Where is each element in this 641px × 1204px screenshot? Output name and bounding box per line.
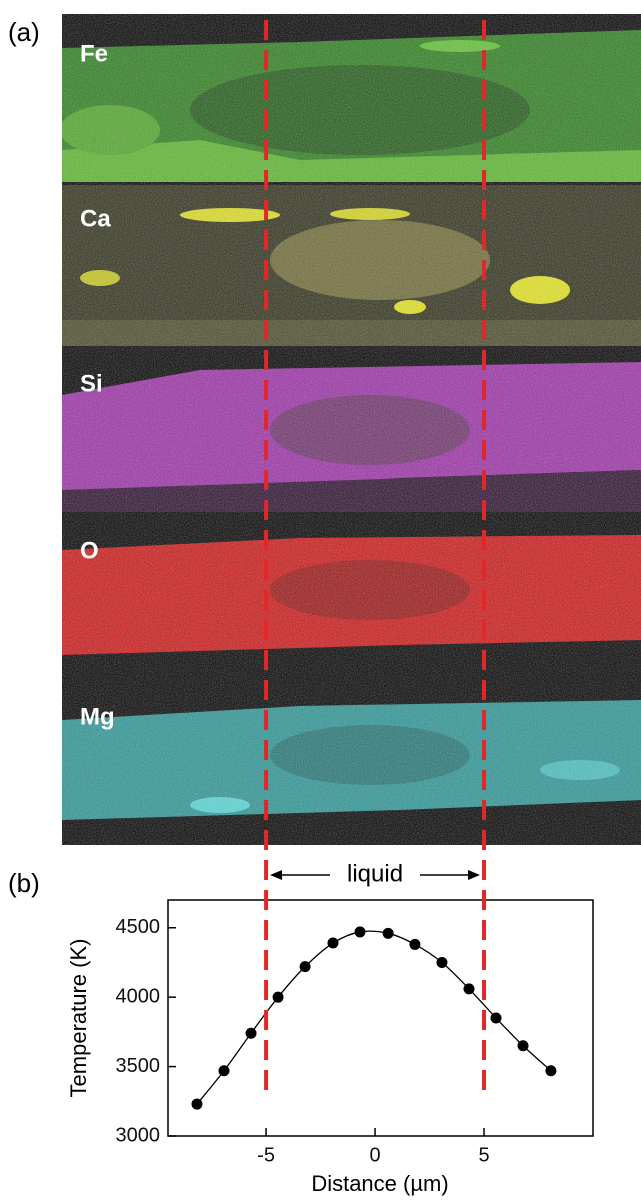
figure: (a) (b) Fe Ca Si O Mg Distance <box>0 0 641 1204</box>
map-label: Fe <box>80 40 108 67</box>
y-tick-label: 3000 <box>116 1124 161 1146</box>
map-texture <box>62 14 641 845</box>
map-label: O <box>80 537 99 564</box>
data-point <box>219 1065 230 1076</box>
map-label: Mg <box>80 703 115 730</box>
panel-label: (b) <box>8 868 40 898</box>
annotation: liquid <box>347 860 403 887</box>
data-point <box>383 928 394 939</box>
data-point <box>246 1028 257 1039</box>
map-label: Ca <box>80 205 111 232</box>
data-point <box>300 961 311 972</box>
element-maps <box>60 14 641 845</box>
y-tick-label: 4500 <box>116 916 161 938</box>
y-tick-label: 3500 <box>116 1055 161 1077</box>
x-tick-label: -5 <box>257 1144 275 1166</box>
data-point <box>463 983 474 994</box>
x-axis-label: Distance (µm) <box>311 1171 448 1196</box>
arrow-head <box>468 870 480 880</box>
y-axis-label: Temperature (K) <box>66 939 91 1098</box>
data-point <box>273 992 284 1003</box>
data-point <box>327 938 338 949</box>
data-point <box>191 1099 202 1110</box>
data-point <box>355 926 366 937</box>
panel-label: (a) <box>8 17 40 47</box>
data-point <box>436 957 447 968</box>
data-point <box>491 1013 502 1024</box>
y-tick-label: 4000 <box>116 985 161 1007</box>
plot-frame <box>168 900 593 1136</box>
x-tick-label: 0 <box>369 1144 380 1166</box>
data-point <box>409 939 420 950</box>
map-label: Si <box>80 370 103 397</box>
data-point <box>518 1040 529 1051</box>
page: {"panel_labels": ["(a)", "(b)"], "maps":… <box>0 0 641 1204</box>
x-tick-label: 5 <box>478 1144 489 1166</box>
arrow-head <box>270 870 282 880</box>
data-point <box>545 1065 556 1076</box>
